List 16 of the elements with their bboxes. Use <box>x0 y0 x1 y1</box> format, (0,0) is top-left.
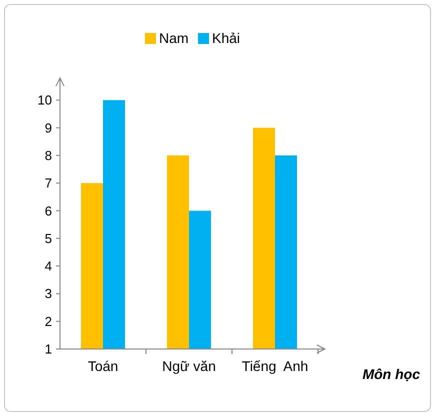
y-tick-label: 5 <box>44 230 52 246</box>
y-tick-label: 10 <box>38 92 52 108</box>
y-tick-label: 2 <box>44 314 52 329</box>
x-tick-label: Toán <box>88 358 118 374</box>
y-tick-label: 6 <box>44 203 52 218</box>
legend-label: Khải <box>212 30 240 46</box>
y-tick-label: 8 <box>44 148 52 163</box>
y-tick-label: 7 <box>44 176 52 191</box>
legend-label: Nam <box>159 30 189 46</box>
x-tick-label: Tiếng Anh <box>242 358 308 374</box>
x-tick-label: Ngữ văn <box>162 358 216 374</box>
y-tick-label: 1 <box>44 342 52 357</box>
y-tick-label: 3 <box>44 286 52 302</box>
x-axis-title: Môn học <box>362 366 420 382</box>
y-tick-label: 9 <box>44 120 52 136</box>
y-tick-label: 4 <box>44 258 52 274</box>
